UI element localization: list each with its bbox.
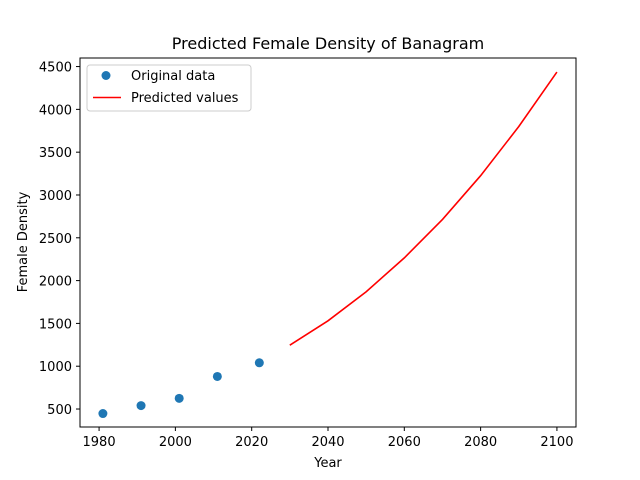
chart-title: Predicted Female Density of Banagram	[172, 34, 484, 53]
y-tick-label: 2500	[39, 232, 72, 247]
x-tick-label: 2080	[464, 435, 497, 450]
y-tick-label: 4500	[39, 61, 72, 76]
y-axis-label: Female Density	[16, 191, 31, 292]
y-tick-label: 4000	[39, 103, 72, 118]
data-point-original-data	[136, 401, 146, 411]
y-tick-label: 3500	[39, 146, 72, 161]
y-tick-label: 1500	[39, 317, 72, 332]
x-axis-label: Year	[313, 456, 342, 471]
legend-label-original-data: Original data	[131, 69, 215, 84]
data-point-original-data	[254, 358, 264, 368]
x-tick-label: 2040	[311, 435, 344, 450]
legend-marker-original-data	[101, 71, 111, 80]
legend-label-predicted-values: Predicted values	[131, 91, 239, 106]
data-point-original-data	[212, 371, 222, 381]
axes-frame	[79, 57, 577, 428]
y-tick-label: 500	[47, 403, 72, 418]
x-tick-label: 1980	[83, 435, 116, 450]
series-line-predicted-values	[289, 71, 558, 346]
x-tick-label: 2100	[540, 435, 573, 450]
x-tick-label: 2000	[159, 435, 192, 450]
legend: Original data Predicted values	[86, 64, 252, 112]
y-tick-label: 2000	[39, 275, 72, 290]
data-point-original-data	[174, 393, 184, 403]
data-point-original-data	[98, 409, 108, 419]
x-tick-label: 2020	[235, 435, 268, 450]
legend-box	[86, 64, 252, 112]
axis-ticks: 1980 2000 2020 2040 2060 2080 2100 500 1000 1500 2…	[39, 61, 574, 450]
y-tick-label: 1000	[39, 360, 72, 375]
x-tick-label: 2060	[388, 435, 421, 450]
plot-area	[98, 71, 558, 419]
y-tick-label: 3000	[39, 189, 72, 204]
